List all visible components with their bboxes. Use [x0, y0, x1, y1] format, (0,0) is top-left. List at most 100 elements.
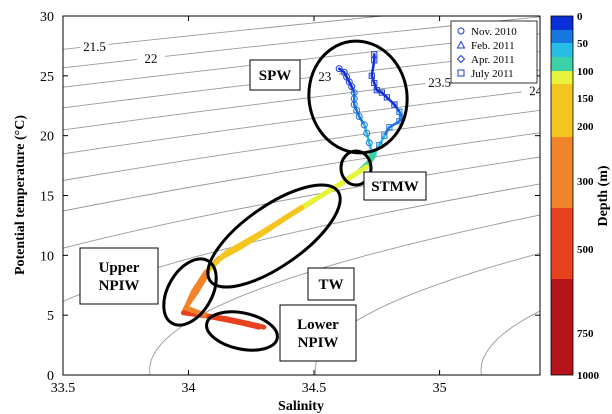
isopycnal-label-bg [604, 270, 612, 286]
isopycnal-label: 23.5 [428, 75, 451, 90]
water-mass-label-box [79, 247, 159, 305]
isopycnal-label-bg [136, 48, 165, 65]
isopycnal-label: 23 [318, 69, 331, 84]
x-tick-label: 34 [182, 381, 196, 396]
colorbar-tick-label: 300 [577, 176, 594, 188]
isopycnal-label: 27.5 [607, 272, 612, 288]
data-point [365, 139, 373, 147]
colorbar-tick-label: 750 [577, 328, 594, 340]
profile-segment [191, 269, 209, 294]
water-mass-ellipse [162, 257, 218, 327]
isopycnal-label: 22 [144, 51, 157, 66]
isopycnal-label: 21.5 [83, 39, 106, 54]
isopycnal-label-bg [80, 36, 109, 53]
water-mass-label: Lower [297, 317, 339, 333]
legend-marker-square [457, 69, 465, 77]
colorbar-segment [551, 137, 573, 208]
water-mass-ellipse [206, 183, 342, 289]
colorbar-tick-label: 150 [577, 93, 594, 105]
colorbar-segment [551, 279, 573, 375]
water-mass-ellipse [205, 310, 279, 352]
profile-segment [223, 228, 267, 256]
colorbar-segment [551, 43, 573, 57]
data-point [355, 113, 363, 121]
y-tick-label: 0 [47, 369, 54, 384]
data-point [378, 89, 385, 96]
legend-label: Feb. 2011 [471, 40, 515, 52]
profile-segment [388, 120, 401, 129]
y-axis-title: Potential temperature (°C) [13, 115, 28, 275]
isopycnal-line [63, 33, 540, 88]
water-mass-stmw: STMW [339, 149, 427, 201]
water-mass-label-box [363, 171, 427, 201]
data-point [383, 94, 390, 101]
colorbar-tick-label: 200 [577, 121, 594, 133]
y-tick-label: 25 [40, 70, 54, 85]
y-tick-label: 5 [47, 309, 54, 324]
y-tick-label: 10 [40, 249, 54, 264]
legend-box [450, 20, 538, 84]
profile-segment [393, 103, 401, 113]
isopycnal-label: 24 [529, 83, 543, 98]
water-mass-annotations: SPW STMW TW Upper NPIW Lower NPIW [79, 39, 427, 362]
water-mass-label: TW [318, 277, 343, 293]
colorbar-tick-label: 100 [577, 66, 594, 78]
legend-marker-diamond [456, 54, 466, 64]
legend-label: July 2011 [471, 68, 514, 80]
profile-segment [373, 81, 379, 92]
isopycnal-line [480, 310, 540, 375]
colorbar-tick-label: 50 [577, 38, 589, 50]
water-mass-ellipse [307, 39, 409, 155]
isopycnal-line [63, 156, 540, 249]
water-mass-ellipse [339, 149, 373, 187]
water-mass-upper-npiw: Upper NPIW [79, 247, 218, 327]
isopycnal-label-bg [521, 81, 540, 98]
legend-marker-circle [457, 27, 465, 35]
profile-segment [363, 123, 369, 135]
water-mass-label: STMW [371, 179, 419, 195]
profile-segment [183, 288, 197, 311]
water-mass-label-box [307, 267, 355, 301]
isopycnal-label-bg [310, 66, 339, 83]
isopycnal-label-bg [588, 139, 612, 155]
water-mass-label: NPIW [298, 335, 339, 351]
colorbar-tick-label: 0 [577, 11, 583, 23]
x-tick-label: 33.5 [51, 381, 76, 396]
profile-segment [261, 204, 304, 234]
data-point [371, 79, 378, 87]
water-mass-label: SPW [259, 68, 292, 84]
data-point [360, 121, 368, 129]
water-mass-label: NPIW [99, 278, 140, 294]
profile-segment [378, 134, 386, 147]
colorbar-title: Depth (m) [596, 165, 611, 226]
data-point [381, 132, 388, 139]
colorbar-segment [551, 16, 573, 30]
data-point [371, 51, 378, 58]
water-mass-lower-npiw: Lower NPIW [205, 304, 357, 362]
isopycnal-line [314, 252, 540, 375]
data-point [368, 72, 375, 79]
water-mass-label-box [249, 59, 301, 91]
x-axis-title: Salinity [278, 399, 324, 414]
data-point [335, 65, 343, 73]
data-point [348, 83, 356, 91]
depth-colorbar: 0 50 100 150 200 300 500 750 1000 [550, 11, 600, 382]
profile-segment [236, 319, 262, 330]
profile-segment [383, 126, 391, 137]
data-point [396, 108, 403, 115]
data-point [363, 129, 371, 137]
x-tick-label: 34.5 [302, 381, 327, 396]
water-mass-spw: SPW [249, 39, 409, 155]
colorbar-segment [551, 208, 573, 279]
profile-segment [183, 305, 212, 319]
colorbar-segment [551, 84, 573, 137]
isopycnal-label-bg [425, 72, 454, 89]
profile-segment [357, 115, 366, 127]
y-tick-label: 30 [40, 10, 54, 25]
colorbar-tick-label: 500 [577, 244, 594, 256]
water-mass-label-box [279, 304, 357, 362]
data-point [386, 124, 393, 131]
axes: 33.5 34 34.5 35 0 5 10 15 20 25 30 [40, 10, 540, 396]
legend-marker-triangle [456, 40, 466, 49]
